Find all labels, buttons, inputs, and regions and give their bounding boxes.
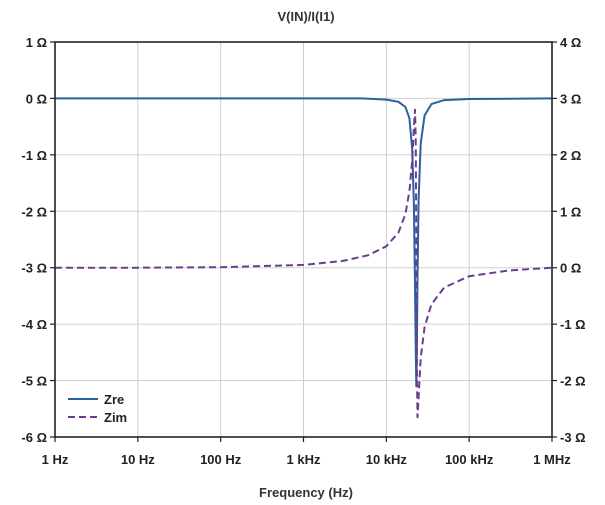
- y-left-tick-label: -2 Ω: [21, 204, 47, 219]
- x-tick-label: 10 kHz: [366, 452, 408, 467]
- legend: Zre Zim: [68, 392, 127, 425]
- y-right-tick-label: 3 Ω: [560, 91, 581, 106]
- y-left-tick-label: 1 Ω: [26, 35, 47, 50]
- x-tick-label: 1 kHz: [287, 452, 321, 467]
- series-lines: [55, 97, 553, 419]
- y-right-tick-label: 0 Ω: [560, 261, 581, 276]
- x-tick-label: 1 Hz: [42, 452, 69, 467]
- x-tick-label: 1 MHz: [533, 452, 571, 467]
- y-right-tick-label: -3 Ω: [560, 430, 586, 445]
- y-left-tick-label: -5 Ω: [21, 374, 47, 389]
- y-left-tick-label: -1 Ω: [21, 148, 47, 163]
- y-left-tick-label: -4 Ω: [21, 317, 47, 332]
- x-axis-label: Frequency (Hz): [259, 485, 353, 500]
- y-left-tick-label: 0 Ω: [26, 91, 47, 106]
- y-right-tick-label: 2 Ω: [560, 148, 581, 163]
- y-right-tick-label: 4 Ω: [560, 35, 581, 50]
- series-line-zre: [55, 97, 553, 388]
- y-right-tick-label: -2 Ω: [560, 374, 586, 389]
- grid-lines: [55, 42, 552, 437]
- chart-title: V(IN)/I(I1): [277, 9, 334, 24]
- x-tick-label: 100 Hz: [200, 452, 242, 467]
- y-right-tick-label: -1 Ω: [560, 317, 586, 332]
- x-tick-label: 10 Hz: [121, 452, 155, 467]
- y-left-tick-label: -6 Ω: [21, 430, 47, 445]
- y-right-tick-label: 1 Ω: [560, 204, 581, 219]
- series-line-zim: [55, 108, 553, 419]
- legend-label-zim: Zim: [104, 410, 127, 425]
- y-left-tick-label: -3 Ω: [21, 261, 47, 276]
- x-tick-label: 100 kHz: [445, 452, 494, 467]
- legend-label-zre: Zre: [104, 392, 124, 407]
- tick-labels: 1 Hz 10 Hz 100 Hz 1 kHz 10 kHz 100 kHz 1 MHz 1 …: [21, 35, 585, 467]
